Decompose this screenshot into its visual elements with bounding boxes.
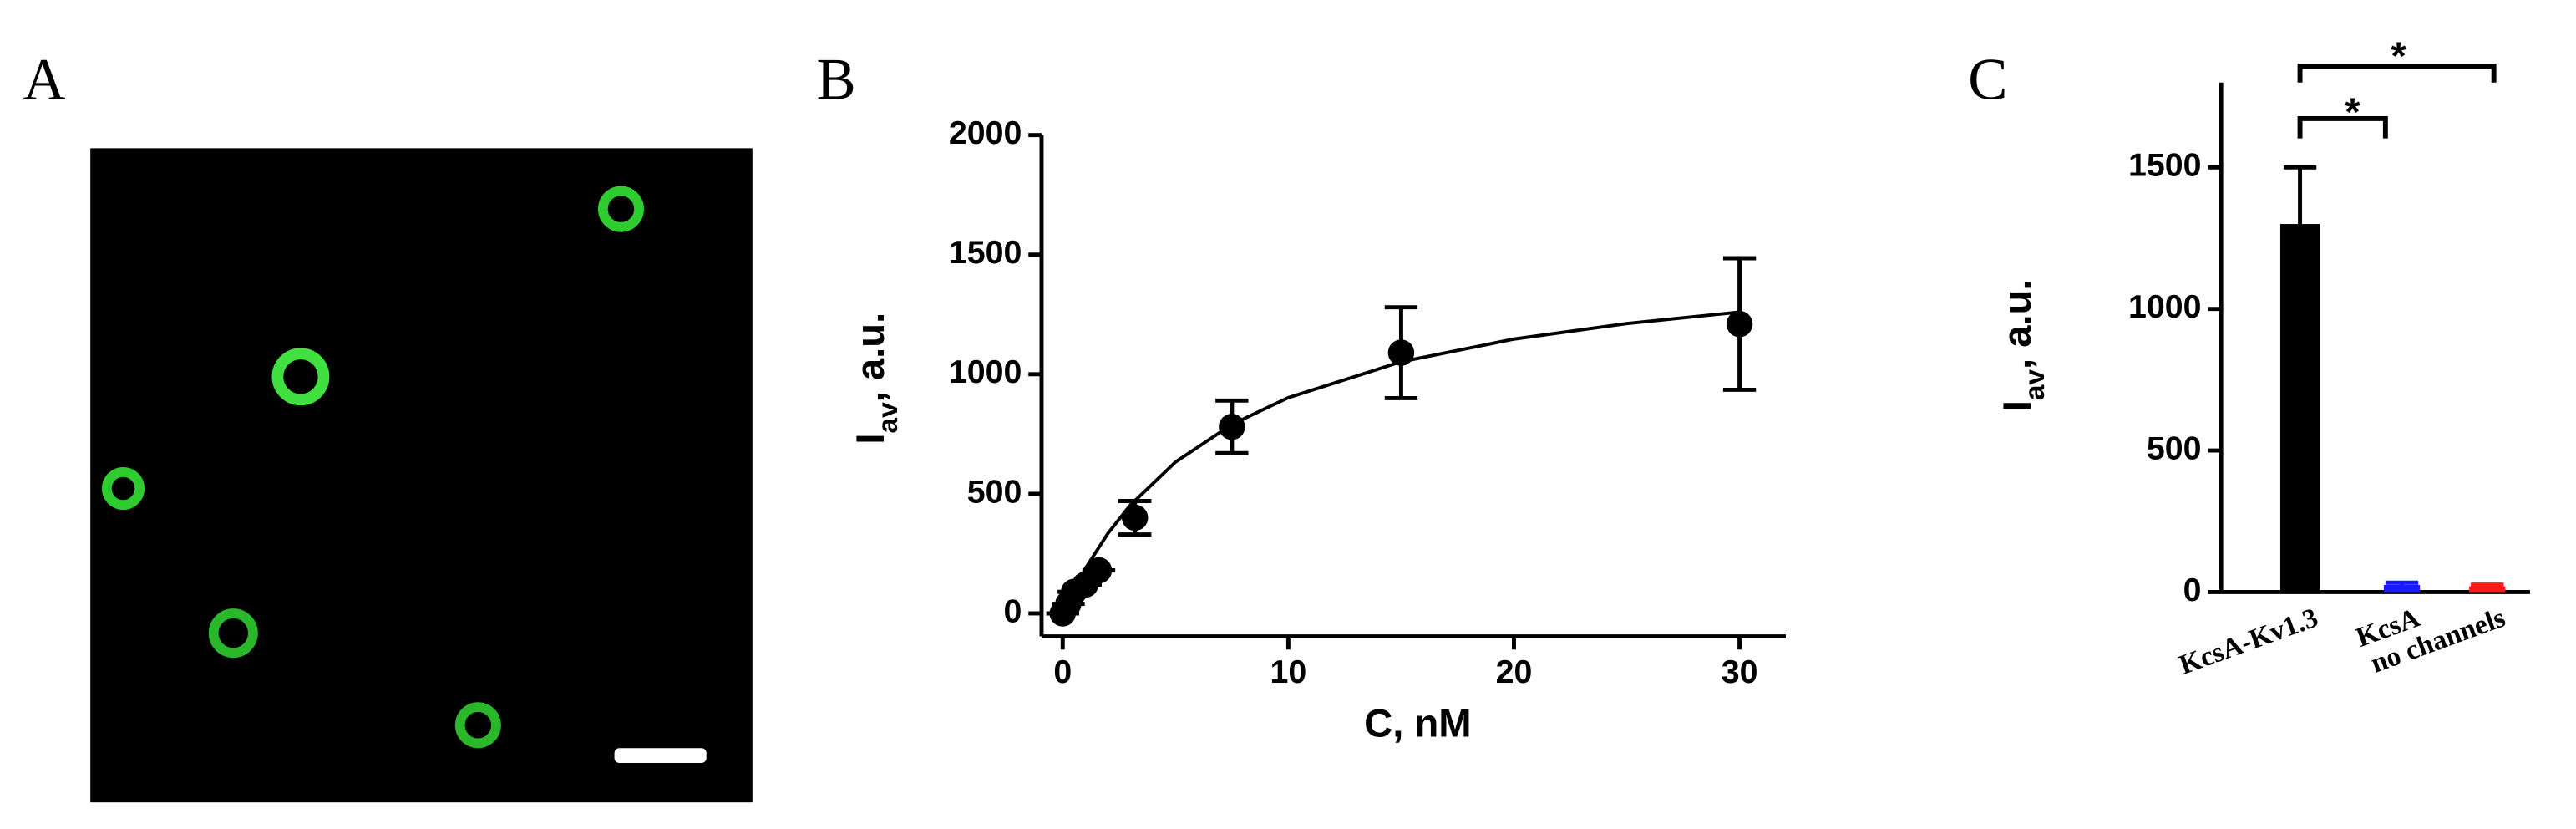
y-tick-label: 1000 — [2128, 288, 2202, 325]
x-tick-label: 30 — [1722, 654, 1758, 690]
bar — [2383, 584, 2421, 593]
significance-mark: * — [2391, 34, 2406, 79]
y-label-main: I — [849, 434, 893, 445]
y-tick-label: 500 — [967, 473, 1022, 510]
x-tick-label: 0 — [1053, 654, 1072, 690]
panel-label: A — [23, 47, 66, 112]
x-tick-label: 20 — [1496, 654, 1533, 690]
y-axis-label: Iav, a.u. — [849, 313, 904, 445]
significance-mark: * — [2345, 90, 2360, 135]
significance-bracket — [2297, 64, 2497, 139]
x-tick-label: 10 — [1270, 654, 1307, 690]
bar — [2279, 224, 2320, 593]
y-axis-label: Iav, a.u. — [1995, 279, 2051, 411]
y-tick-label: 1000 — [949, 353, 1022, 390]
error-bar — [2471, 582, 2504, 587]
y-tick-label: 1500 — [949, 234, 1022, 271]
y-label-sub: av — [2020, 369, 2051, 401]
y-tick-label: 0 — [2183, 572, 2202, 608]
panel-label: C — [1968, 47, 2007, 112]
error-bar — [2283, 165, 2317, 225]
panel-label: B — [817, 47, 856, 112]
data-point — [1085, 557, 1113, 584]
data-point — [1726, 310, 1753, 338]
y-tick-label: 500 — [2147, 430, 2202, 466]
data-point — [1219, 414, 1245, 440]
y-label-main: I — [1995, 400, 2040, 411]
micrograph — [90, 148, 753, 803]
bar — [2469, 586, 2506, 593]
error-bar — [2385, 580, 2419, 585]
data-point — [1121, 504, 1149, 531]
y-tick-label: 1500 — [2128, 147, 2202, 184]
y-tick-label: 2000 — [949, 114, 1022, 151]
y-label-rest: , a.u. — [1995, 279, 2040, 369]
y-tick-label: 0 — [1003, 593, 1022, 629]
x-tick-label: KcsA-Kv1.3 — [2175, 603, 2322, 681]
y-label-rest: , a.u. — [849, 313, 893, 403]
y-label-sub: av — [873, 402, 904, 434]
data-point — [1387, 339, 1415, 366]
x-axis-label: C, nM — [1364, 701, 1471, 745]
